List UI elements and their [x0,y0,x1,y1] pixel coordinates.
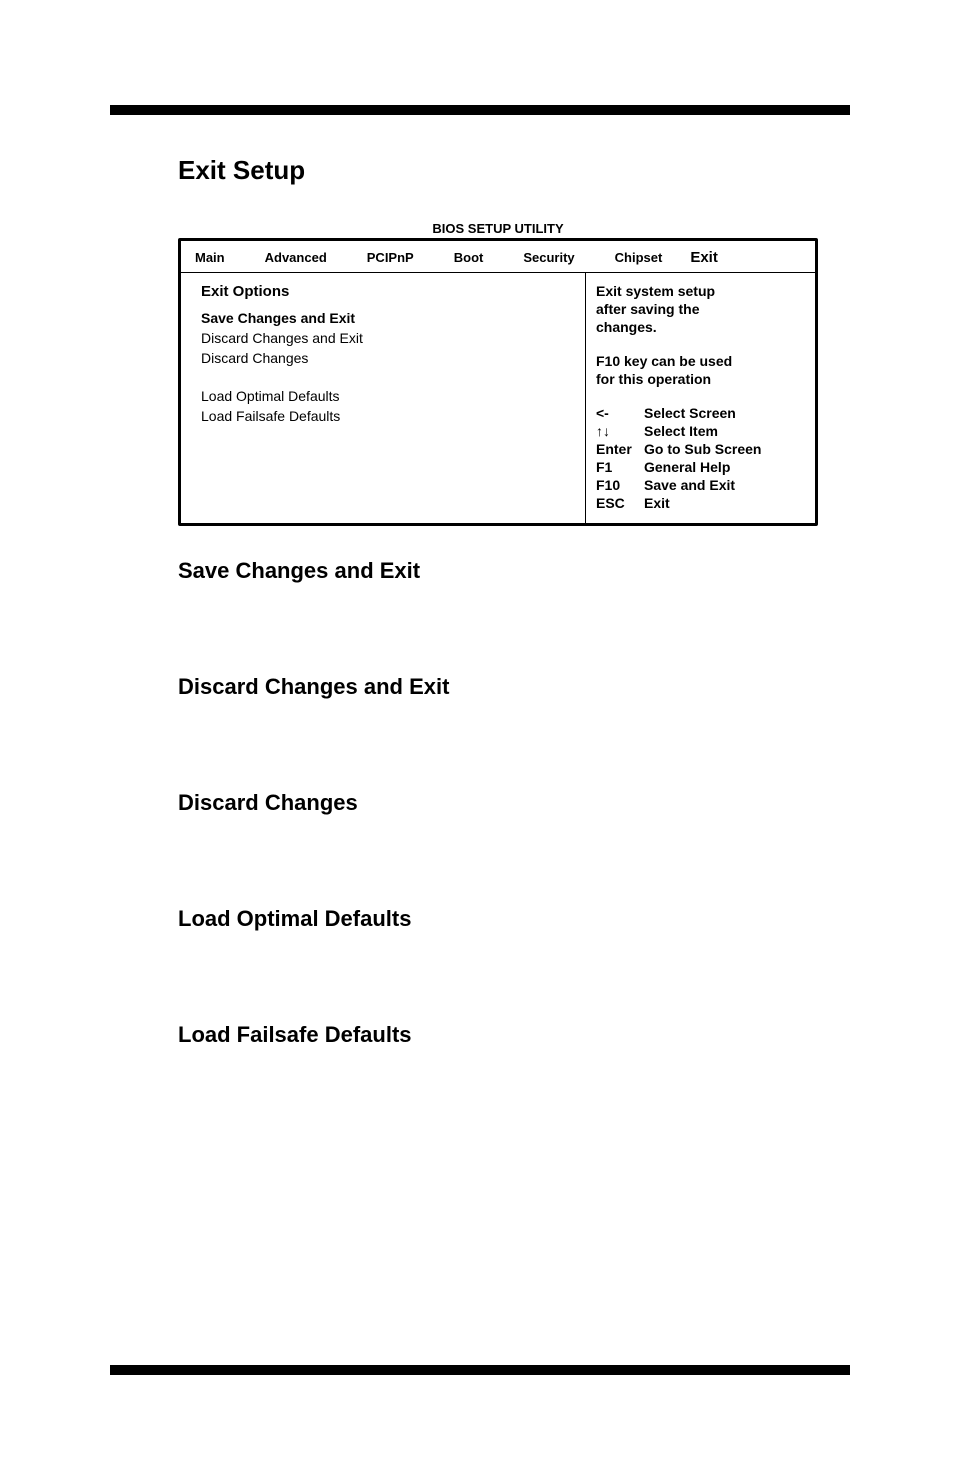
key-f10-label: Save and Exit [644,477,807,493]
heading-discard-changes-and-exit: Discard Changes and Exit [178,674,848,700]
key-f1: F1 General Help [596,459,807,475]
exit-options-pane: Exit Options Save Changes and Exit Disca… [181,273,585,523]
page-title: Exit Setup [178,155,848,186]
page-content: Exit Setup BIOS SETUP UTILITY Main Advan… [178,155,848,1048]
heading-load-optimal-defaults: Load Optimal Defaults [178,906,848,932]
key-enter-key: Enter [596,441,644,457]
bios-setup-utility-box: Main Advanced PCIPnP Boot Security Chips… [178,238,818,526]
key-esc-key: ESC [596,495,644,511]
option-load-failsafe-defaults[interactable]: Load Failsafe Defaults [201,408,571,424]
key-select-item-label: Select Item [644,423,807,439]
tab-chipset[interactable]: Chipset [615,250,663,265]
help-line-2: after saving the [596,301,807,317]
key-select-screen: <- Select Screen [596,405,807,421]
option-save-changes-and-exit[interactable]: Save Changes and Exit [201,310,571,326]
option-discard-changes[interactable]: Discard Changes [201,350,571,366]
tab-pcipnp[interactable]: PCIPnP [367,250,414,265]
heading-load-failsafe-defaults: Load Failsafe Defaults [178,1022,848,1048]
bios-body: Exit Options Save Changes and Exit Disca… [181,273,815,523]
exit-options-title: Exit Options [201,283,571,300]
bios-caption: BIOS SETUP UTILITY [178,221,818,236]
tab-exit[interactable]: Exit [690,249,718,266]
option-load-optimal-defaults[interactable]: Load Optimal Defaults [201,388,571,404]
key-select-item: ↑↓ Select Item [596,423,807,439]
help-line-4: F10 key can be used [596,353,807,369]
option-discard-changes-and-exit[interactable]: Discard Changes and Exit [201,330,571,346]
key-esc-label: Exit [644,495,807,511]
key-f1-key: F1 [596,459,644,475]
heading-discard-changes: Discard Changes [178,790,848,816]
tab-security[interactable]: Security [523,250,574,265]
tab-boot[interactable]: Boot [454,250,484,265]
key-arrow-left-icon: <- [596,405,644,421]
bios-tabs-row: Main Advanced PCIPnP Boot Security Chips… [181,241,815,273]
bottom-divider-bar [110,1365,850,1375]
tab-advanced[interactable]: Advanced [265,250,327,265]
key-f10: F10 Save and Exit [596,477,807,493]
key-enter-label: Go to Sub Screen [644,441,807,457]
key-esc: ESC Exit [596,495,807,511]
help-pane: Exit system setup after saving the chang… [585,273,815,523]
tab-main[interactable]: Main [195,250,225,265]
help-line-3: changes. [596,319,807,335]
key-select-screen-label: Select Screen [644,405,807,421]
top-divider-bar [110,105,850,115]
heading-save-changes-and-exit: Save Changes and Exit [178,558,848,584]
key-f10-key: F10 [596,477,644,493]
key-updown-icon: ↑↓ [596,423,644,439]
key-enter: Enter Go to Sub Screen [596,441,807,457]
help-line-1: Exit system setup [596,283,807,299]
key-f1-label: General Help [644,459,807,475]
help-line-5: for this operation [596,371,807,387]
